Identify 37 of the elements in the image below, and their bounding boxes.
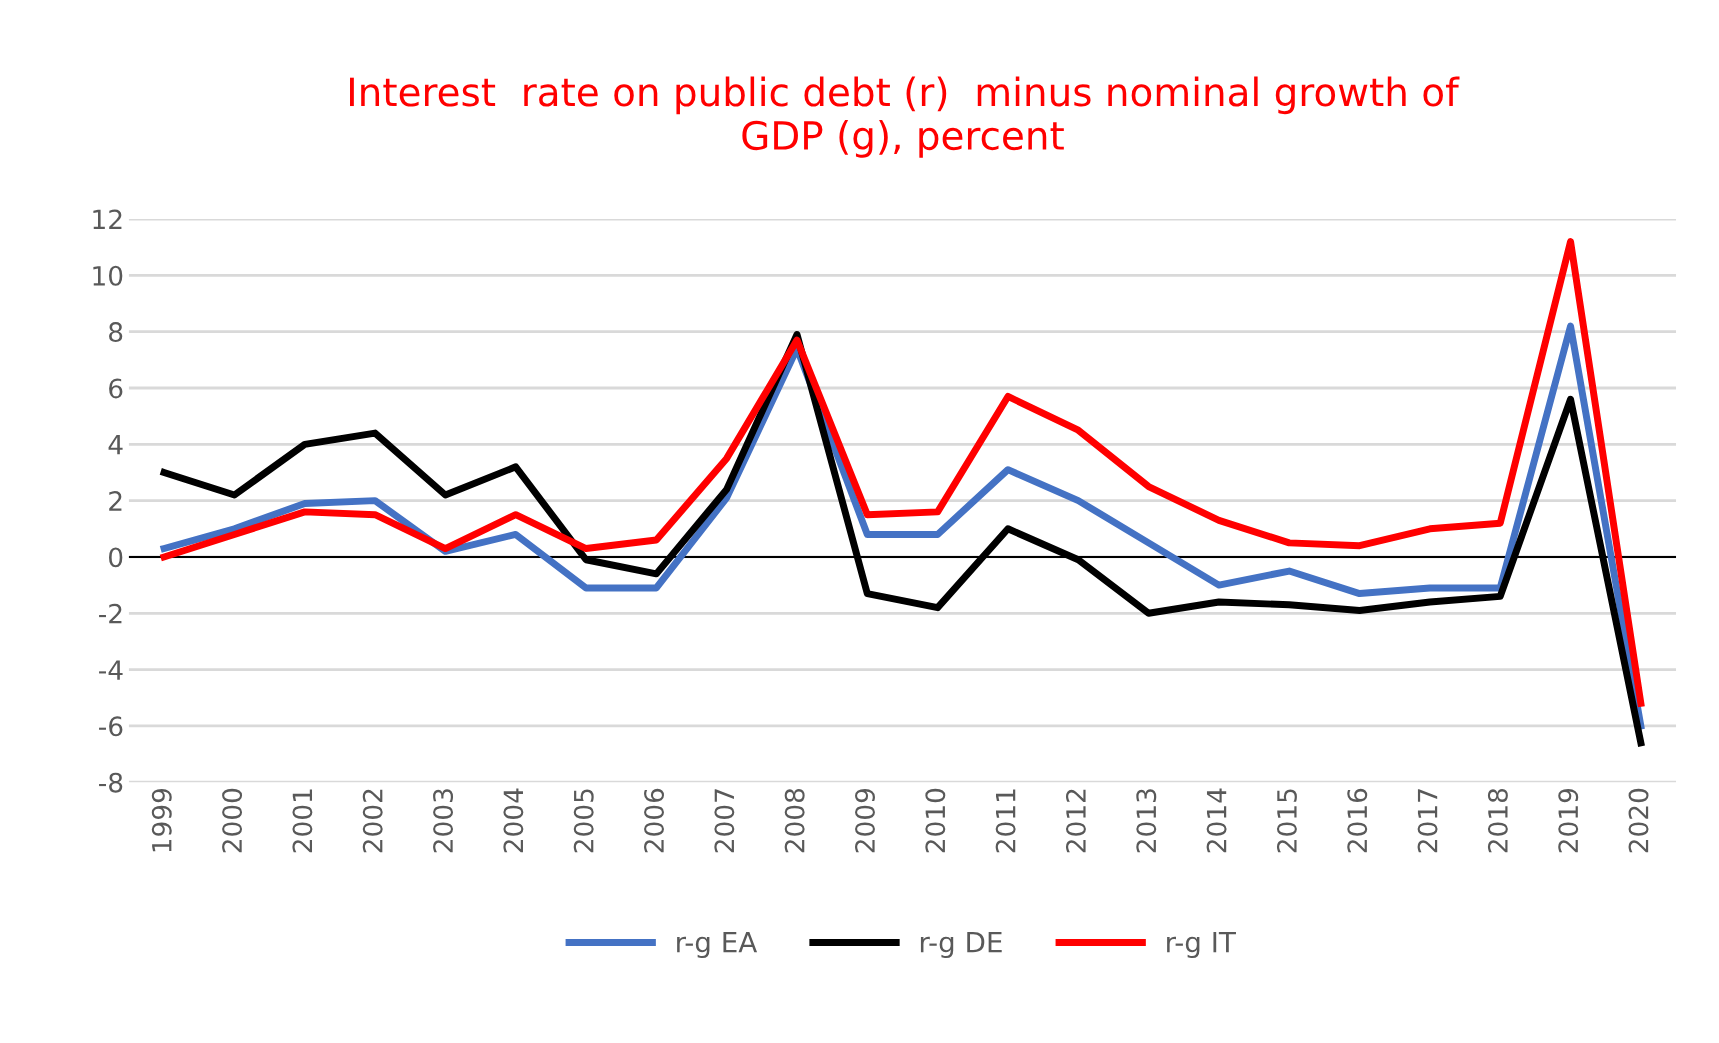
x-tick-label: 2004 [503, 788, 524, 853]
y-tick-label: 10 [93, 265, 123, 286]
x-tick-label: 2003 [433, 789, 454, 853]
y-tick-label: -4 [99, 660, 123, 680]
legend-label: r-g IT [1167, 932, 1236, 959]
x-tick-label: 2013 [1136, 789, 1157, 853]
x-tick-label: 1999 [151, 788, 172, 852]
x-tick-label: 2019 [1558, 788, 1579, 853]
x-tick-label: 2006 [644, 788, 664, 853]
x-tick-label: 2011 [995, 789, 1016, 853]
y-tick-label: -2 [99, 603, 122, 624]
y-tick-label: 2 [109, 491, 122, 511]
legend-label: r-g EA [677, 932, 758, 959]
chart-title: Interest rate on public debt (r) minus nominal growth of GDP (g), percent [350, 76, 1460, 158]
x-tick-label: 2020 [1628, 788, 1649, 853]
y-tick-label: 8 [109, 322, 123, 343]
x-tick-label: 2008 [784, 788, 805, 853]
x-tick-label: 2005 [573, 789, 594, 853]
x-tick-label: 2010 [925, 788, 946, 853]
x-tick-label: 2014 [1206, 788, 1227, 853]
x-tick-label: 2002 [362, 789, 383, 853]
x-tick-label: 2017 [1417, 789, 1438, 853]
x-tick-label: 2016 [1347, 788, 1368, 853]
y-tick-label: 12 [93, 209, 122, 230]
x-tick-label: 2009 [855, 788, 875, 853]
y-tick-label: -8 [99, 772, 123, 793]
x-tick-label: 2018 [1487, 788, 1508, 853]
x-tick-label: 2007 [714, 789, 735, 853]
x-tick-label: 2012 [1065, 789, 1086, 853]
legend-label: r-g DE [920, 932, 1002, 959]
x-tick-label: 2001 [292, 789, 313, 853]
y-tick-label: 6 [109, 378, 123, 399]
y-tick-label: 0 [109, 547, 123, 568]
y-tick-label: 4 [108, 435, 123, 455]
x-tick-label: 2015 [1276, 789, 1297, 853]
x-tick-label: 2000 [222, 788, 243, 853]
y-tick-label: -6 [99, 716, 123, 737]
